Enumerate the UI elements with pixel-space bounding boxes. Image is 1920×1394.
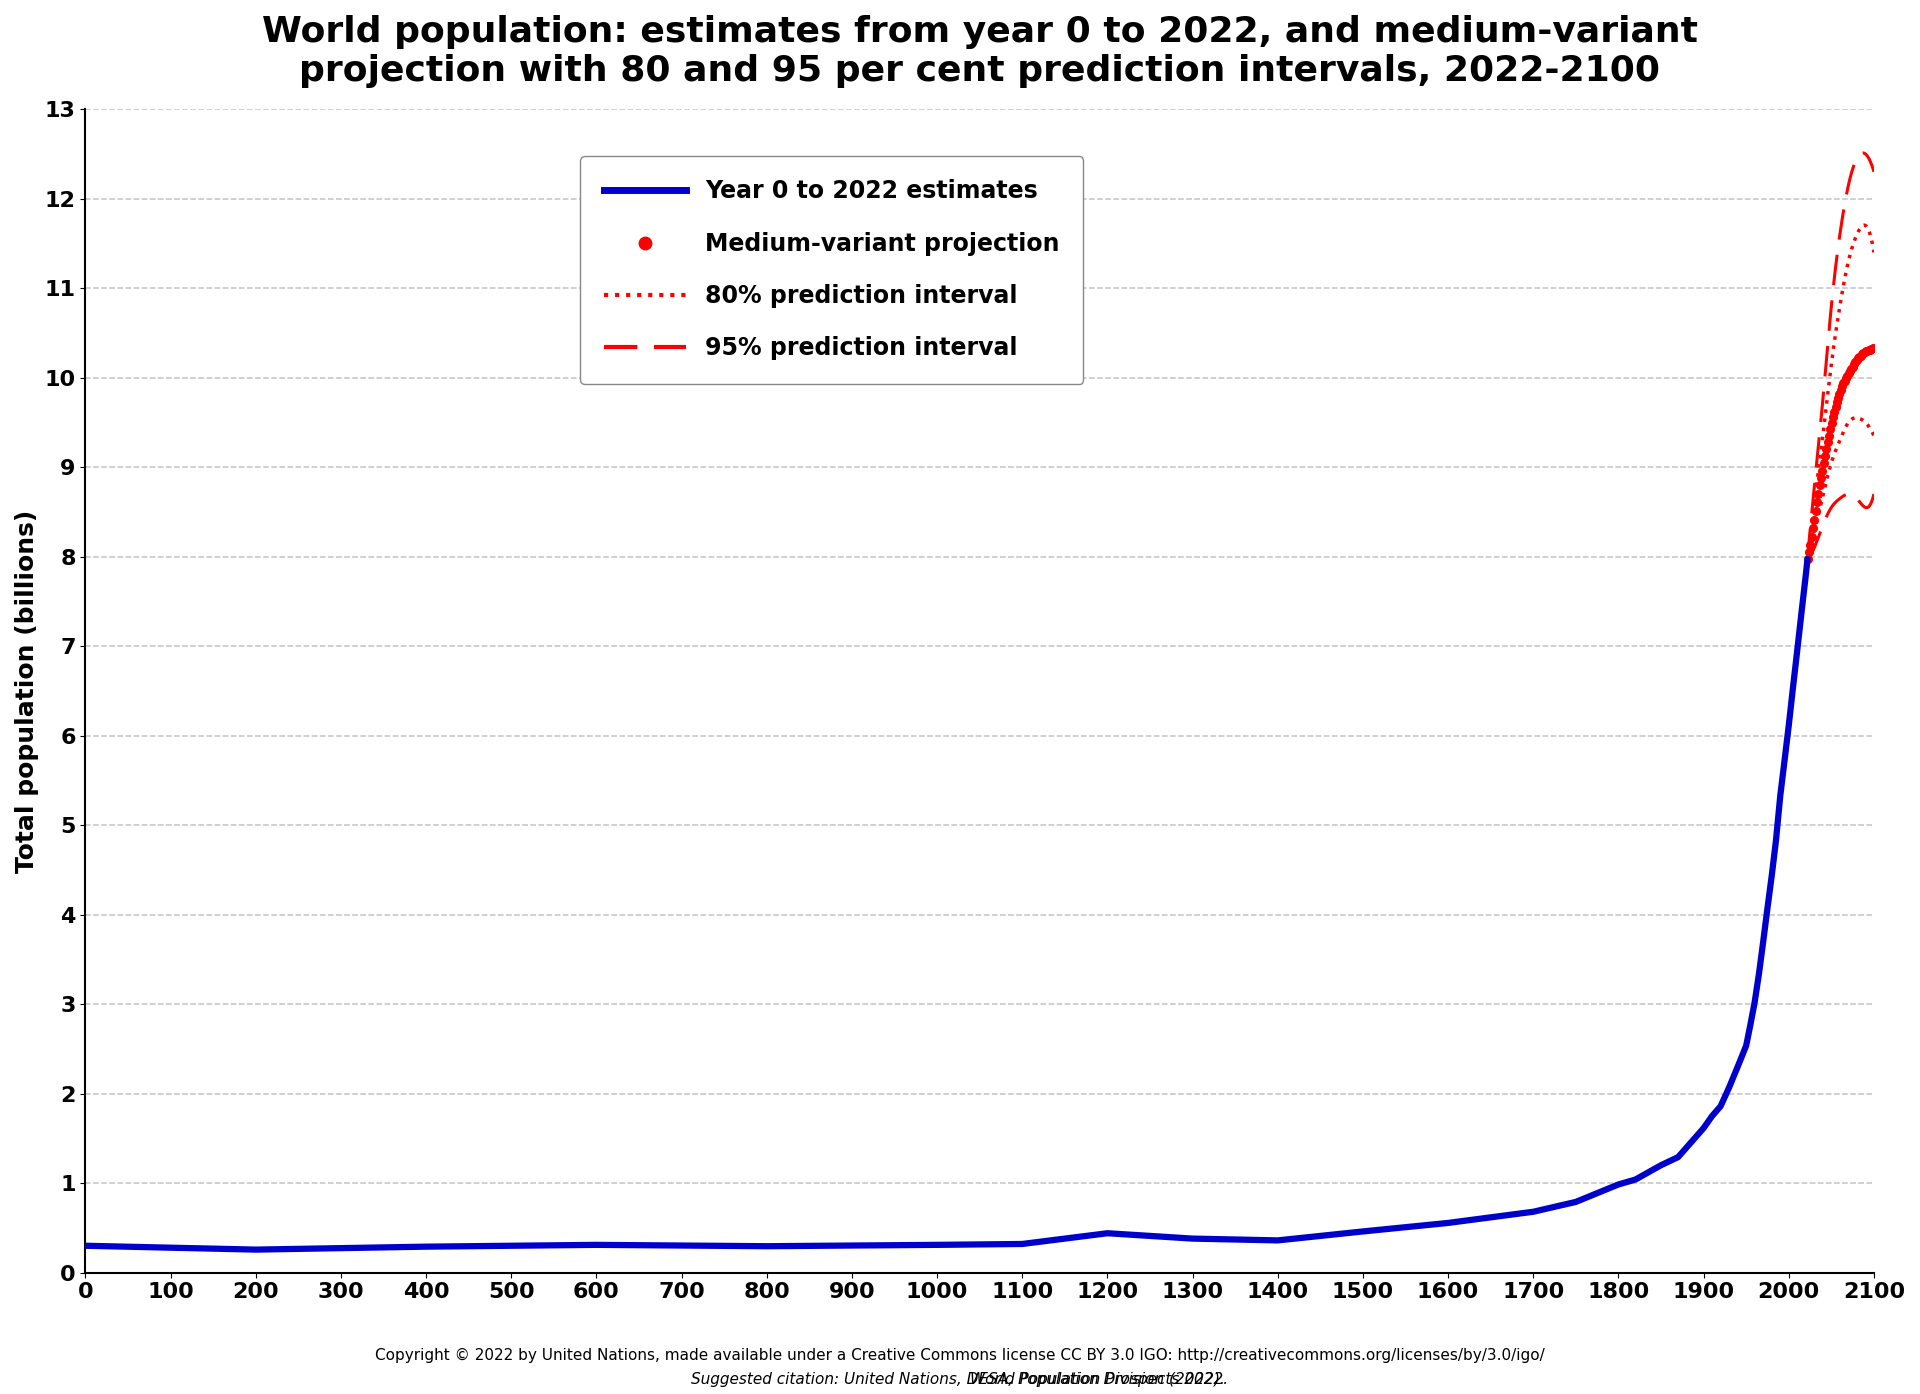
Legend: Year 0 to 2022 estimates, Medium-variant projection, 80% prediction interval, 95: Year 0 to 2022 estimates, Medium-variant… [580, 156, 1083, 385]
Y-axis label: Total population (billions): Total population (billions) [15, 509, 38, 873]
Text: Copyright © 2022 by United Nations, made available under a Creative Commons lice: Copyright © 2022 by United Nations, made… [374, 1348, 1546, 1363]
Text: Suggested citation: United Nations, DESA, Population Division (2022).: Suggested citation: United Nations, DESA… [691, 1372, 1229, 1387]
Text: World Population Prospects 2022.: World Population Prospects 2022. [970, 1372, 1227, 1387]
Title: World population: estimates from year 0 to 2022, and medium-variant
projection w: World population: estimates from year 0 … [261, 15, 1697, 88]
